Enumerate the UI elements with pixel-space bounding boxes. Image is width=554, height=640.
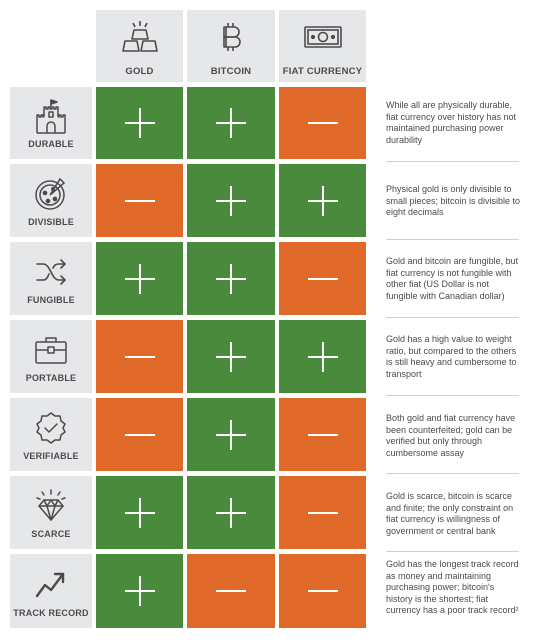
- plus-icon: [307, 185, 338, 216]
- cell-portable-gold: [96, 320, 183, 393]
- column-label: GOLD: [125, 66, 154, 77]
- cell-track-record-fiat: [279, 554, 366, 628]
- row-label-fungible: FUNGIBLE: [10, 242, 92, 315]
- cell-durable-fiat: [279, 87, 366, 159]
- plus-icon: [216, 185, 246, 216]
- cell-scarce-fiat: [279, 476, 366, 549]
- cell-fungible-bitcoin: [187, 242, 275, 315]
- divider: [386, 395, 519, 396]
- briefcase-icon: [10, 330, 92, 370]
- cell-durable-bitcoin: [187, 87, 275, 159]
- minus-icon: [307, 108, 338, 138]
- plus-icon: [124, 263, 155, 294]
- row-label: DIVISIBLE: [28, 217, 74, 227]
- minus-icon: [216, 576, 246, 606]
- row-note-track-record: Gold has the longest track record as mon…: [386, 559, 519, 615]
- row-label: DURABLE: [28, 139, 74, 149]
- plus-icon: [216, 419, 246, 450]
- divider: [386, 239, 519, 240]
- cell-durable-gold: [96, 87, 183, 159]
- cell-scarce-bitcoin: [187, 476, 275, 549]
- plus-icon: [216, 341, 246, 372]
- plus-icon: [216, 263, 246, 294]
- cell-scarce-gold: [96, 476, 183, 549]
- column-header-bitcoin: BITCOIN: [187, 10, 275, 82]
- cell-divisible-bitcoin: [187, 164, 275, 237]
- row-label: TRACK RECORD: [13, 608, 89, 618]
- cell-divisible-gold: [96, 164, 183, 237]
- row-label-scarce: SCARCE: [10, 476, 92, 549]
- shuffle-icon: [10, 252, 92, 292]
- divider: [386, 473, 519, 474]
- row-note-fungible: Gold and bitcoin are fungible, but fiat …: [386, 256, 519, 301]
- minus-icon: [307, 420, 338, 450]
- cell-portable-bitcoin: [187, 320, 275, 393]
- plus-icon: [124, 108, 155, 138]
- column-label: FIAT CURRENCY: [282, 66, 363, 77]
- cell-fungible-gold: [96, 242, 183, 315]
- divider: [386, 161, 519, 162]
- minus-icon: [307, 264, 338, 294]
- divider: [386, 551, 519, 552]
- row-label-durable: DURABLE: [10, 87, 92, 159]
- plus-icon: [216, 108, 246, 138]
- row-note-portable: Gold has a high value to weight ratio, b…: [386, 334, 517, 379]
- row-label-track-record: TRACK RECORD: [10, 554, 92, 628]
- cell-track-record-bitcoin: [187, 554, 275, 628]
- cell-portable-fiat: [279, 320, 366, 393]
- column-header-gold: GOLD: [96, 10, 183, 82]
- row-label: VERIFIABLE: [23, 451, 79, 461]
- cell-divisible-fiat: [279, 164, 366, 237]
- row-label-verifiable: VERIFIABLE: [10, 398, 92, 471]
- cell-fungible-fiat: [279, 242, 366, 315]
- banknote-icon: [279, 20, 366, 54]
- column-label: BITCOIN: [210, 66, 252, 77]
- row-label-divisible: DIVISIBLE: [10, 164, 92, 237]
- cell-verifiable-gold: [96, 398, 183, 471]
- minus-icon: [307, 498, 338, 528]
- divider: [386, 317, 519, 318]
- row-label-portable: PORTABLE: [10, 320, 92, 393]
- pizza-icon: [10, 174, 92, 214]
- minus-icon: [124, 186, 155, 216]
- gold-bars-icon: [96, 20, 183, 54]
- cell-verifiable-fiat: [279, 398, 366, 471]
- bitcoin-icon: [187, 20, 275, 54]
- row-note-durable: While all are physically durable, fiat c…: [386, 100, 517, 145]
- column-header-fiat-currency: FIAT CURRENCY: [279, 10, 366, 82]
- verified-badge-icon: [10, 408, 92, 448]
- cell-verifiable-bitcoin: [187, 398, 275, 471]
- plus-icon: [307, 341, 338, 372]
- castle-icon: [10, 97, 92, 137]
- row-label: SCARCE: [31, 529, 71, 539]
- row-label: PORTABLE: [25, 373, 77, 383]
- diamond-icon: [10, 486, 92, 526]
- minus-icon: [124, 420, 155, 450]
- row-note-divisible: Physical gold is only divisible to small…: [386, 184, 521, 217]
- minus-icon: [307, 576, 338, 606]
- row-note-verifiable: Both gold and fiat currency have been co…: [386, 413, 516, 458]
- cell-track-record-gold: [96, 554, 183, 628]
- plus-icon: [124, 576, 155, 606]
- minus-icon: [124, 342, 155, 372]
- row-note-scarce: Gold is scarce, bitcoin is scarce and fi…: [386, 491, 514, 536]
- plus-icon: [124, 497, 155, 528]
- plus-icon: [216, 497, 246, 528]
- row-label: FUNGIBLE: [27, 295, 75, 305]
- trend-up-icon: [10, 564, 92, 604]
